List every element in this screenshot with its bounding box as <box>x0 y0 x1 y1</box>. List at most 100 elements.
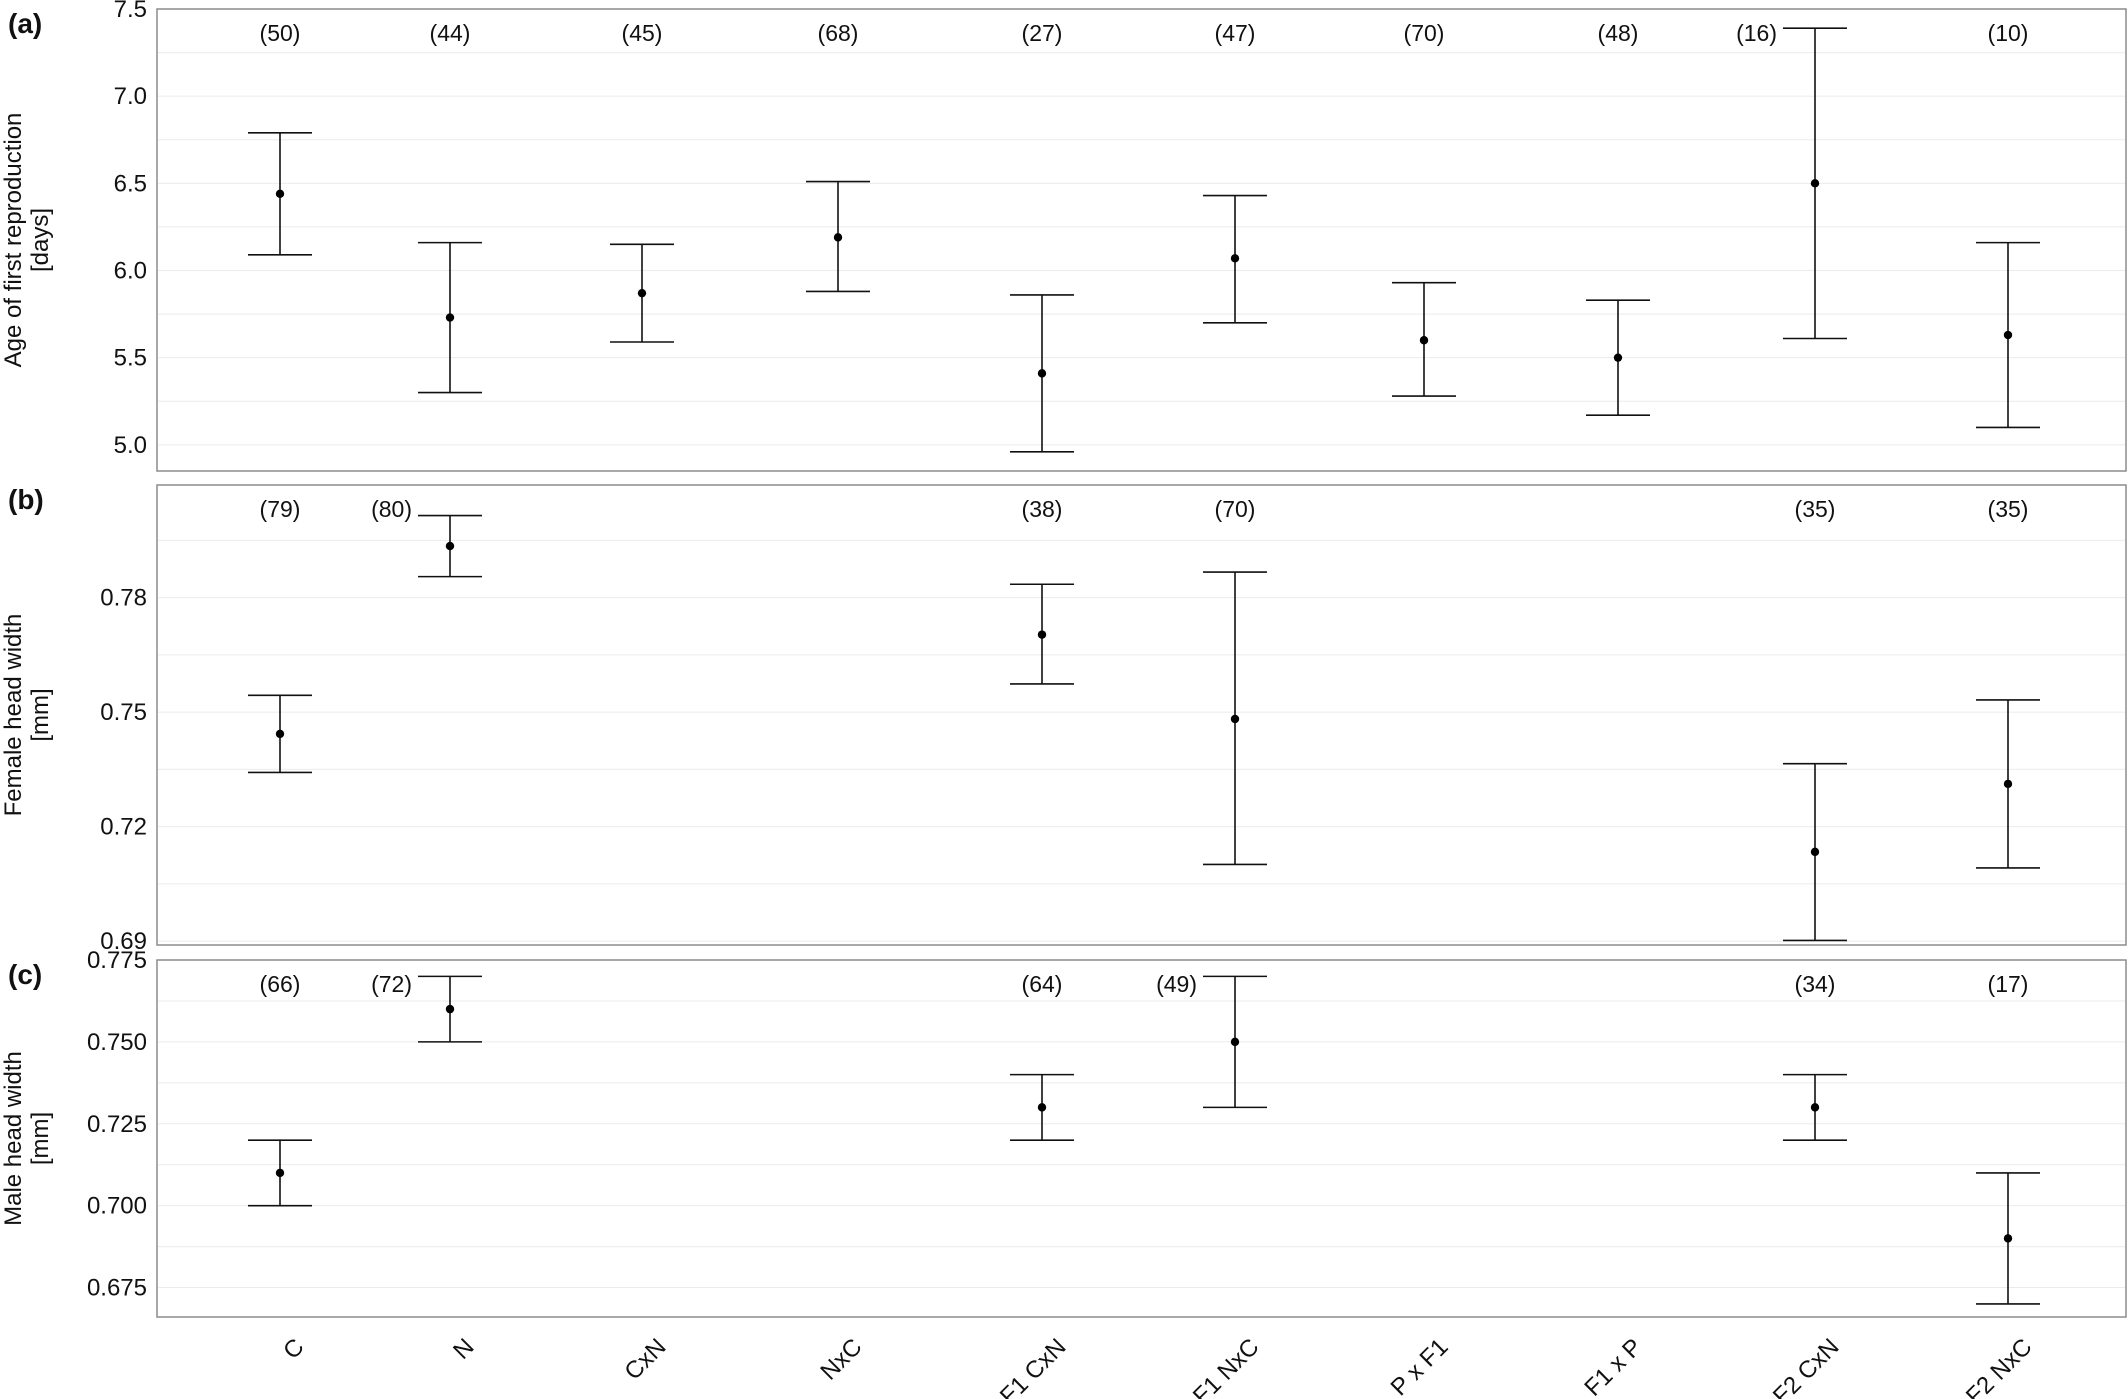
mean-point <box>1810 1103 1820 1112</box>
x-tick-label: N <box>448 1333 479 1364</box>
x-tick-group: NxC <box>815 1333 867 1385</box>
sample-size-label: (16) <box>1736 20 1777 46</box>
errorbar-nxc: (68) <box>806 20 870 293</box>
errorbar-c: (50) <box>248 20 312 256</box>
sample-size-label: (44) <box>430 20 471 46</box>
sample-size-label: (35) <box>1795 496 1836 522</box>
mean-point <box>1037 630 1047 639</box>
x-tick-group: F2 CxN <box>1768 1333 1845 1399</box>
sample-size-label: (17) <box>1988 971 2029 997</box>
errorbar-f2-cxn: (35) <box>1783 496 1847 942</box>
x-tick-group: N <box>448 1333 479 1364</box>
errorbar-f1-cxn: (27) <box>1010 20 1074 453</box>
errorbar-cxn: (45) <box>610 20 674 343</box>
x-tick-group: C <box>278 1333 309 1364</box>
x-tick-label: C <box>278 1333 309 1364</box>
y-axis-label: Female head width [mm] <box>0 614 54 817</box>
sample-size-label: (38) <box>1022 496 1063 522</box>
y-tick-label: 7.0 <box>114 83 147 110</box>
x-tick-label: NxC <box>815 1333 867 1385</box>
x-tick-group: F1 CxN <box>995 1333 1072 1399</box>
y-axis-label-line: [mm] <box>27 1112 54 1165</box>
x-tick-label: P x F1 <box>1386 1333 1454 1399</box>
y-tick-label: 5.5 <box>114 345 147 372</box>
panel-1: 0.69 0.72 0.75 0.78 (b) Female head width [mm]… <box>0 484 2127 955</box>
y-tick-label: 7.5 <box>114 0 147 23</box>
x-tick-group: F1 NxC <box>1188 1333 1265 1399</box>
y-axis-label: Male head width [mm] <box>0 1051 54 1226</box>
sample-size-label: (47) <box>1215 20 1256 46</box>
errorbar-c: (79) <box>248 496 312 774</box>
sample-size-label: (34) <box>1795 971 1836 997</box>
sample-size-label: (79) <box>260 496 301 522</box>
mean-point <box>1613 353 1623 362</box>
panel-label: (c) <box>8 959 42 990</box>
sample-size-label: (35) <box>1988 496 2029 522</box>
plot-frame <box>156 8 2127 472</box>
mean-point <box>275 729 285 739</box>
sample-size-label: (27) <box>1022 20 1063 46</box>
errorbar-p-x-f1: (70) <box>1392 20 1456 397</box>
y-tick-label: 0.78 <box>100 585 147 612</box>
x-tick-group: F1 x P <box>1579 1333 1647 1399</box>
sample-size-label: (72) <box>371 971 412 997</box>
sample-size-label: (64) <box>1022 971 1063 997</box>
errorbar-f2-nxc: (35) <box>1976 496 2040 869</box>
errorbar-f2-nxc: (10) <box>1976 20 2040 429</box>
y-axis-label-line: Age of first reproduction <box>0 113 27 368</box>
sample-size-label: (45) <box>622 20 663 46</box>
errorbar-f2-cxn: (16) <box>1736 20 1847 340</box>
errorbar-n: (44) <box>418 20 482 394</box>
sample-size-label: (10) <box>1988 20 2029 46</box>
errorbar-n: (72) <box>371 971 482 1043</box>
sample-size-label: (66) <box>260 971 301 997</box>
y-tick-label: 0.700 <box>87 1193 147 1220</box>
mean-point <box>1230 714 1240 724</box>
y-tick-label: 6.5 <box>114 170 147 197</box>
y-tick-label: 5.0 <box>114 432 147 459</box>
x-tick-label: F1 NxC <box>1188 1333 1265 1399</box>
y-tick-label: 0.69 <box>100 928 147 955</box>
errorbar-f1-cxn: (38) <box>1010 496 1074 685</box>
sample-size-label: (48) <box>1598 20 1639 46</box>
plot-frame <box>156 959 2127 1318</box>
y-tick-label: 0.775 <box>87 947 147 974</box>
mean-point <box>2003 779 2013 789</box>
sample-size-label: (49) <box>1156 971 1197 997</box>
panel-label: (b) <box>8 484 44 515</box>
sample-size-label: (68) <box>818 20 859 46</box>
x-tick-group: P x F1 <box>1386 1333 1454 1399</box>
errorbar-f1-x-p: (48) <box>1586 20 1650 417</box>
sample-size-label: (70) <box>1215 496 1256 522</box>
mean-point <box>275 1168 285 1178</box>
mean-point <box>1230 254 1240 263</box>
x-tick-label: F2 CxN <box>1768 1333 1845 1399</box>
y-tick-label: 0.750 <box>87 1029 147 1056</box>
errorbar-f1-nxc: (49) <box>1156 971 1267 1109</box>
y-tick-label: 0.675 <box>87 1275 147 1302</box>
x-tick-label: F1 CxN <box>995 1333 1072 1399</box>
x-tick-label: CxN <box>619 1333 671 1385</box>
mean-point <box>445 1004 455 1014</box>
panel-0: 5.0 5.5 6.0 6.5 7.0 7.5 (a) Age of first reprod… <box>0 0 2127 472</box>
mean-point <box>1230 1037 1240 1047</box>
y-tick-label: 0.725 <box>87 1111 147 1138</box>
sample-size-label: (80) <box>371 496 412 522</box>
errorbar-n: (80) <box>371 496 482 578</box>
plot-frame <box>156 484 2127 946</box>
y-axis-label-line: Female head width <box>0 614 27 817</box>
y-axis-label-line: [mm] <box>27 688 54 741</box>
errorbar-f2-nxc: (17) <box>1976 971 2040 1305</box>
y-tick-label: 6.0 <box>114 258 147 285</box>
mean-point <box>445 541 455 551</box>
sample-size-label: (50) <box>260 20 301 46</box>
sample-size-label: (70) <box>1404 20 1445 46</box>
x-tick-group: F2 NxC <box>1961 1333 2038 1399</box>
mean-point <box>833 233 843 242</box>
mean-point <box>1037 369 1047 378</box>
mean-point <box>445 313 455 322</box>
panel-label: (a) <box>8 8 42 39</box>
x-tick-label: F2 NxC <box>1961 1333 2038 1399</box>
mean-point <box>275 189 285 198</box>
